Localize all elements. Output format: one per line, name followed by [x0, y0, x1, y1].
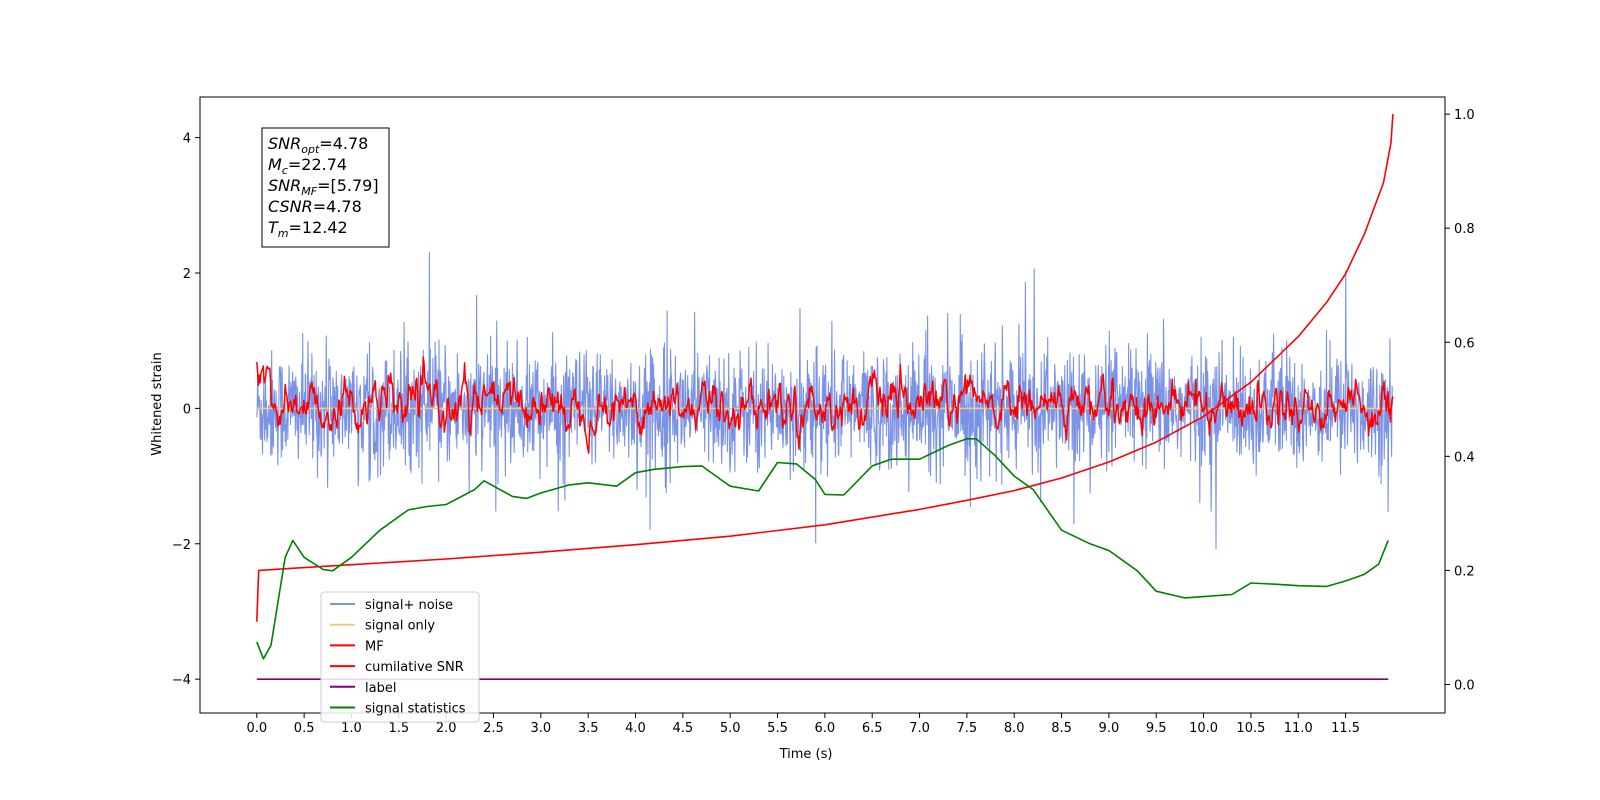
info-box-frame	[261, 127, 390, 248]
y-tick-label: −2	[172, 538, 191, 553]
x-tick-label: 2.5	[483, 721, 504, 736]
plot-frame	[199, 96, 1446, 714]
x-tick-label: 4.5	[673, 721, 694, 736]
y-axis-right: 1.0 0.8 0.6 0.4 0.2 0.0	[1445, 108, 1475, 693]
y-tick-label: 2	[183, 267, 191, 282]
y-tick-label: 0	[183, 402, 191, 417]
y2-tick-label: 0.4	[1454, 450, 1475, 465]
y-axis-left: 4 2 0 −2 −4	[172, 132, 200, 688]
x-tick-label: 2.0	[436, 721, 457, 736]
x-tick-label: 3.5	[578, 721, 599, 736]
info-box-line: Mc=22.74	[268, 155, 347, 177]
x-tick-label: 9.0	[1099, 721, 1120, 736]
info-box-line: SNRopt=4.78	[268, 134, 368, 156]
x-tick-label: 6.0	[815, 721, 836, 736]
x-tick-label: 6.5	[862, 721, 883, 736]
x-tick-label: 5.0	[720, 721, 741, 736]
x-tick-label: 9.5	[1146, 721, 1167, 736]
y-tick-label: −4	[172, 673, 191, 688]
y2-tick-label: 0.6	[1454, 336, 1475, 351]
x-tick-label: 11.0	[1284, 721, 1313, 736]
y2-tick-label: 1.0	[1454, 108, 1475, 123]
legend-label: signal statistics	[365, 702, 466, 717]
y2-tick-label: 0.8	[1454, 222, 1475, 237]
x-tick-label: 4.0	[625, 721, 646, 736]
x-tick-label: 8.5	[1051, 721, 1072, 736]
x-axis-title: Time (s)	[779, 747, 833, 762]
x-tick-label: 5.5	[767, 721, 788, 736]
x-tick-label: 8.0	[1004, 721, 1025, 736]
y-axis-title: Whitened strain	[150, 352, 165, 455]
legend-label: signal+ noise	[365, 598, 453, 613]
info-box-line: CSNR=4.78	[268, 197, 362, 216]
series-line-signal-noise	[256, 252, 1394, 550]
info-box-line: Tm=12.42	[268, 218, 348, 240]
x-tick-label: 10.0	[1189, 721, 1218, 736]
y2-tick-label: 0.0	[1454, 678, 1475, 693]
x-tick-label: 0.0	[246, 721, 267, 736]
x-tick-label: 1.0	[341, 721, 362, 736]
series-line-cumilative-snr	[256, 114, 1394, 622]
x-axis: 0.0 0.5 1.0 1.5 2.0 2.5 3.0 3.5 4.0 4.5 5.0 5.5 6.0 6…	[246, 713, 1360, 736]
x-tick-label: 11.5	[1331, 721, 1360, 736]
x-tick-label: 1.5	[388, 721, 409, 736]
legend: signal+ noise signal only MF cumilative SNR…	[320, 591, 480, 723]
info-box-line: SNRMF=[5.79]	[268, 176, 379, 198]
y-tick-label: 4	[183, 132, 191, 147]
x-tick-label: 0.5	[294, 721, 315, 736]
axes-frame	[199, 96, 1446, 714]
legend-frame	[320, 591, 480, 723]
legend-label: signal only	[365, 619, 435, 634]
series-line-signal-statistics	[256, 438, 1389, 660]
x-tick-label: 7.0	[909, 721, 930, 736]
legend-label: MF	[365, 639, 384, 654]
x-tick-label: 7.5	[957, 721, 978, 736]
series-line-mf	[256, 356, 1394, 454]
info-box: SNRopt=4.78Mc=22.74SNRMF=[5.79]CSNR=4.78…	[261, 127, 390, 248]
x-tick-label: 10.5	[1236, 721, 1265, 736]
legend-label: cumilative SNR	[365, 660, 464, 675]
legend-label: label	[365, 681, 396, 696]
y2-tick-label: 0.2	[1454, 564, 1475, 579]
x-tick-label: 3.0	[530, 721, 551, 736]
